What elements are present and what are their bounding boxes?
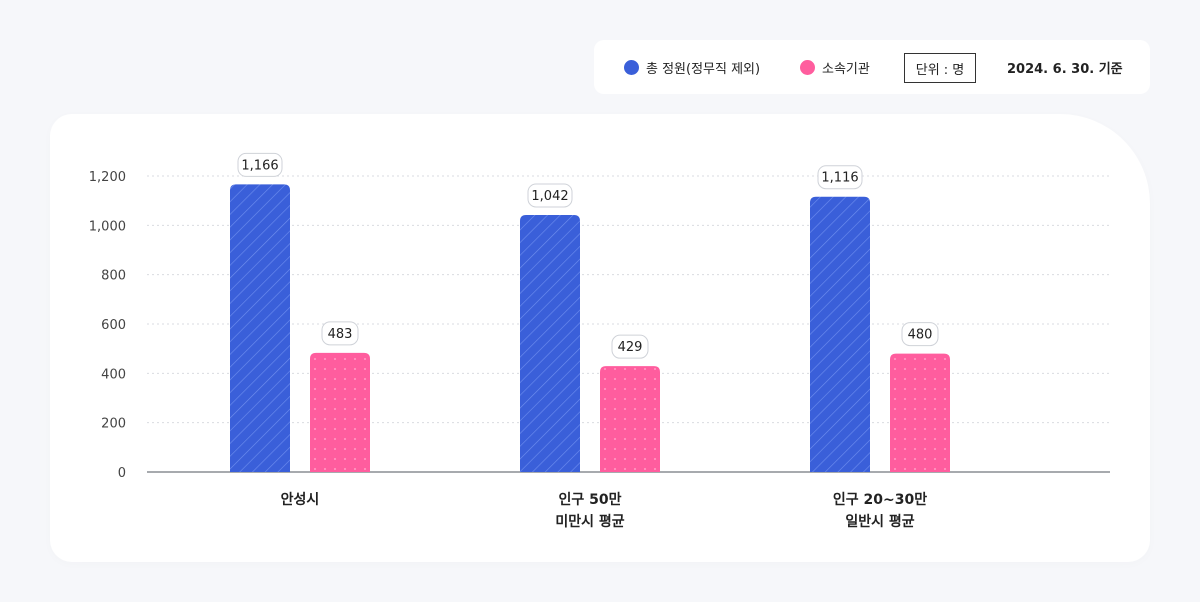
data-label-bg: [527, 183, 573, 208]
x-tick-label: 인구 50만: [559, 491, 622, 508]
legend-bar: 총 정원(정무직 제외) 소속기관 단위 : 명 2024. 6. 30. 기준: [594, 40, 1150, 94]
data-label-bg: [321, 321, 359, 346]
legend-item-affiliated-institutions: 소속기관: [800, 40, 870, 94]
legend-item-total-staff: 총 정원(정무직 제외): [624, 40, 760, 94]
data-label: 1,116: [821, 171, 858, 186]
data-label: 1,166: [241, 158, 278, 173]
reference-date: 2024. 6. 30. 기준: [1007, 61, 1123, 77]
data-label: 1,042: [531, 189, 568, 204]
bar-total-staff: [230, 184, 290, 472]
legend-swatch-pink: [800, 59, 815, 75]
data-label-bg: [237, 152, 283, 177]
legend-label-total-staff: 총 정원(정무직 제외): [646, 61, 761, 77]
y-tick-label: 0: [118, 466, 126, 481]
legend-swatch-blue: [624, 59, 639, 75]
y-tick-label: 1,000: [89, 219, 126, 234]
x-tick-label: 미만시 평균: [555, 513, 624, 530]
data-label-bg: [611, 334, 649, 359]
data-label: 429: [618, 340, 643, 355]
x-tick-label: 인구 20~30만: [833, 491, 927, 508]
bar-chart: 0 200 400 600 800 1,000 1,200 1,166 483 안성시 1,042…: [89, 152, 1110, 530]
x-tick-label: 안성시: [281, 491, 320, 508]
y-tick-label: 800: [101, 269, 126, 284]
y-tick-label: 600: [101, 318, 126, 333]
bar-affiliated: [890, 353, 950, 472]
x-tick-label: 일반시 평균: [845, 513, 914, 530]
legend-label-affiliated-institutions: 소속기관: [822, 61, 870, 77]
data-label: 480: [908, 328, 933, 343]
y-tick-label: 1,200: [89, 170, 126, 185]
bar-affiliated: [310, 352, 370, 472]
data-label-bg: [817, 165, 863, 190]
data-label: 483: [328, 327, 353, 342]
unit-label: 단위 : 명: [904, 53, 976, 83]
chart-card: 0 200 400 600 800 1,000 1,200 1,166 483 안성시 1,042…: [50, 114, 1150, 562]
data-label-bg: [901, 322, 939, 347]
y-tick-label: 400: [101, 367, 126, 382]
bar-total-staff: [810, 196, 870, 472]
bar-affiliated: [600, 366, 660, 472]
bar-total-staff: [520, 214, 580, 472]
y-tick-label: 200: [101, 417, 126, 432]
